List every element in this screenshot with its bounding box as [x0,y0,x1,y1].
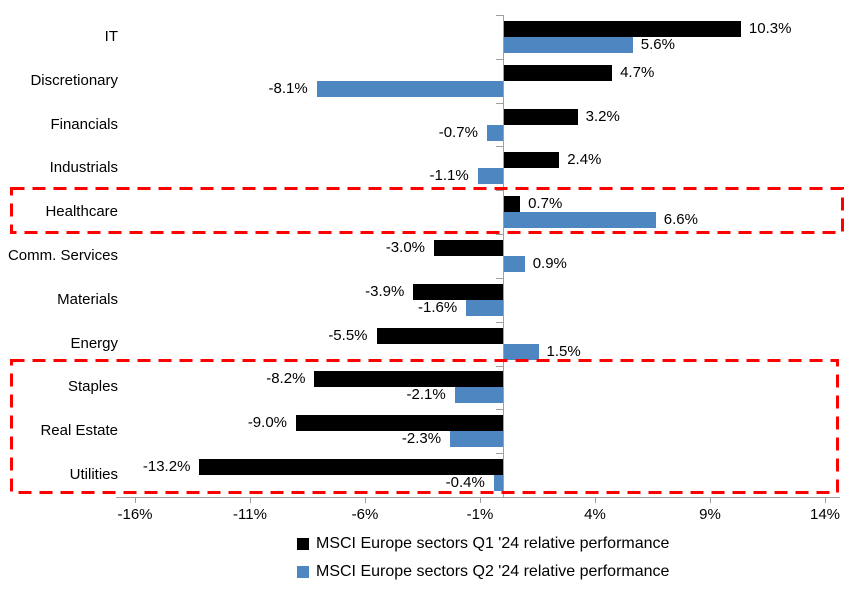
category-tick [496,234,504,236]
q2-bar [477,168,503,185]
q2-bar [316,80,503,97]
highlight-box-defensive-sectors [10,359,839,494]
value-label: 3.2% [585,107,620,125]
x-tick-label: -16% [117,506,153,523]
category-label: Healthcare [45,203,118,221]
x-tick-label: -6% [351,506,379,523]
value-label: 0.7% [528,195,563,213]
x-tick-label: 4% [584,506,606,523]
value-label: -8.2% [266,370,306,388]
value-label: 0.9% [532,255,567,272]
value-label: -2.1% [406,386,446,404]
category-label: Materials [57,290,118,308]
q2-bar [504,36,633,53]
category-label: Industrials [49,159,118,177]
q2-bar [486,124,503,141]
category-tick [496,15,504,16]
category-tick [496,146,504,148]
q1-bar [504,196,521,213]
x-tick [825,497,826,503]
value-label: -5.5% [328,326,368,344]
x-tick [250,497,251,503]
x-tick-label: -1% [466,506,494,523]
value-label: -0.7% [438,123,478,141]
legend-item-q2-label: MSCI Europe sectors Q2 '24 relative perf… [316,563,670,580]
value-label: -13.2% [142,458,191,476]
x-tick-label: 9% [699,506,721,523]
category-label: Utilities [69,466,118,484]
x-tick [710,497,711,503]
category-label: Energy [70,334,118,352]
x-tick [365,497,366,503]
category-label: Real Estate [40,422,118,440]
q2-bar [450,431,503,448]
x-tick [480,497,481,503]
value-label: -9.0% [247,414,287,432]
value-label: 5.6% [640,35,675,53]
q1-bar [504,152,560,169]
q2-legend-swatch-icon [297,566,309,578]
category-label: Discretionary [30,71,118,89]
x-tick-label: -11% [233,506,267,523]
category-tick [496,102,504,104]
x-tick [135,497,136,503]
category-tick [496,321,504,323]
value-label: -8.1% [268,79,308,97]
category-tick [496,58,504,60]
value-label: -0.4% [445,474,485,492]
q2-bar [504,212,656,229]
value-label: -1.1% [429,167,469,185]
value-label: 1.5% [546,342,581,360]
value-label: -2.3% [401,430,442,448]
q1-bar [296,415,503,432]
q2-bar [466,299,503,316]
x-tick [595,497,596,503]
category-label: Staples [67,378,118,396]
category-tick [496,497,504,498]
value-label: 10.3% [748,19,792,37]
legend-item-q1-label: MSCI Europe sectors Q1 '24 relative perf… [316,535,670,552]
category-tick [496,277,504,279]
category-label: Comm. Services [7,247,118,264]
x-tick-label: 14% [809,506,841,523]
legend-item-q1: MSCI Europe sectors Q1 '24 relative perf… [297,534,669,554]
q1-bar [413,283,503,300]
q2-bar [504,343,539,360]
x-axis-line [116,497,840,498]
value-label: -1.6% [418,298,458,316]
q1-bar [376,327,503,344]
highlight-box-healthcare [10,187,844,234]
q1-legend-swatch-icon [297,538,309,550]
q2-bar [493,475,503,492]
value-label: 6.6% [663,211,698,229]
q2-bar [504,256,525,272]
category-tick [496,409,504,411]
category-tick [496,365,504,367]
q1-bar [434,240,503,256]
value-label: 4.7% [620,63,655,81]
q1-bar [504,20,741,37]
category-label: IT [104,27,118,45]
q1-bar [504,108,578,125]
value-label: 2.4% [567,151,602,169]
q2-bar [454,387,503,404]
q1-bar [314,371,503,388]
legend-item-q2: MSCI Europe sectors Q2 '24 relative perf… [297,562,669,582]
y-axis-line [503,15,504,497]
value-label: -3.0% [385,239,425,256]
category-tick [496,453,504,455]
q1-bar [199,459,503,476]
category-label: Financials [50,115,118,133]
value-label: -3.9% [365,282,405,300]
q1-bar [504,64,613,81]
legend: MSCI Europe sectors Q1 '24 relative perf… [297,534,669,582]
category-tick [496,190,504,192]
